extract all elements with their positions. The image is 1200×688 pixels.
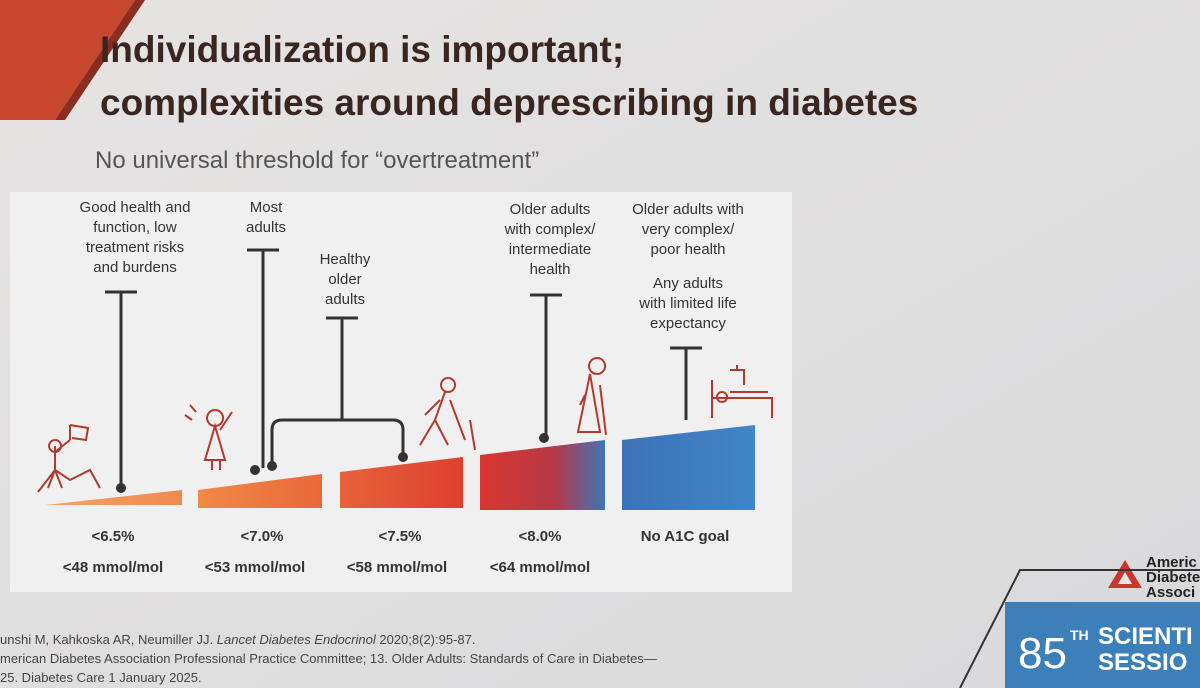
icon-elder — [576, 357, 607, 436]
logo-org: Associ — [1146, 584, 1195, 601]
group-label: intermediate — [509, 241, 592, 258]
icon-bed — [711, 365, 773, 418]
session-banner — [1005, 602, 1200, 688]
ramp — [622, 425, 755, 510]
group-label: and burdens — [93, 259, 176, 276]
session-event: SCIENTI — [1098, 623, 1193, 650]
group-label: poor health — [650, 241, 725, 258]
accent-wedge — [0, 0, 135, 120]
session-suffix: TH — [1070, 627, 1089, 643]
a1c-target: No A1C goal — [641, 528, 730, 545]
group-label: with complex/ — [504, 221, 597, 238]
group-label: health — [530, 261, 571, 278]
reference-part: 25. Diabetes Care 1 January 2025. — [0, 670, 202, 685]
mmol-target: <48 mmol/mol — [63, 559, 163, 576]
logo: Americ Diabete Associ 85 TH SCIENTI SESS… — [959, 554, 1200, 688]
mmol-target: <53 mmol/mol — [205, 559, 305, 576]
reference-part: 2020;8(2):95-87. — [376, 632, 476, 647]
icon-climber — [37, 424, 101, 493]
reference: merican Diabetes Association Professiona… — [0, 651, 657, 666]
group-label: adults — [246, 219, 286, 236]
reference-part: unshi M, Kahkoska AR, Neumiller JJ. — [0, 632, 217, 647]
mmol-target: <64 mmol/mol — [490, 559, 590, 576]
diagram — [37, 248, 773, 510]
group-label: Healthy — [320, 251, 371, 268]
group-label: treatment risks — [86, 239, 184, 256]
icon-adult — [184, 404, 233, 470]
mmol-target: <58 mmol/mol — [347, 559, 447, 576]
ramp — [45, 490, 182, 505]
stem-dot — [250, 465, 260, 475]
stem — [530, 293, 562, 436]
stem-dot — [539, 433, 549, 443]
bracket — [270, 316, 405, 462]
group-label: function, low — [93, 219, 177, 236]
stem-dot — [398, 452, 408, 462]
a1c-target: <7.0% — [241, 528, 284, 545]
logo-mark-inner — [1118, 572, 1132, 584]
reference: unshi M, Kahkoska AR, Neumiller JJ. Lanc… — [0, 632, 475, 647]
stem — [105, 290, 137, 486]
group-label: expectancy — [650, 315, 726, 332]
a1c-target: <7.5% — [379, 528, 422, 545]
title-line: complexities around deprescribing in dia… — [100, 82, 918, 123]
subtitle: No universal threshold for “overtreatmen… — [95, 147, 539, 174]
a1c-target: <8.0% — [519, 528, 562, 545]
reference-part: merican Diabetes Association Professiona… — [0, 651, 657, 666]
logo-org: Diabete — [1146, 569, 1200, 586]
stem — [670, 346, 702, 420]
a1c-target: <6.5% — [92, 528, 135, 545]
group-label: Most — [250, 199, 283, 216]
group-label: Any adults — [653, 275, 723, 292]
stem — [247, 248, 279, 468]
group-label: with limited life — [638, 295, 737, 312]
group-label: older — [328, 271, 361, 288]
group-label: adults — [325, 291, 365, 308]
stem-dot — [116, 483, 126, 493]
accent-stripe — [55, 0, 145, 120]
ramp — [480, 440, 605, 510]
reference: 25. Diabetes Care 1 January 2025. — [0, 670, 202, 685]
group-label: Older adults with — [632, 201, 744, 218]
session-number: 85 — [1018, 629, 1067, 678]
logo-line — [959, 569, 1200, 688]
ramp — [340, 457, 463, 508]
logo-org: Americ — [1146, 554, 1197, 571]
icon-hiker — [419, 377, 476, 451]
ramp — [198, 474, 322, 508]
session-event: SESSIO — [1098, 649, 1187, 676]
group-label: very complex/ — [642, 221, 735, 238]
reference-part: Lancet Diabetes Endocrinol — [217, 632, 377, 647]
stem-dot — [267, 461, 277, 471]
group-label: Older adults — [510, 201, 591, 218]
title-line: Individualization is important; — [100, 29, 624, 70]
diagram-panel — [10, 192, 792, 592]
group-label: Good health and — [80, 199, 191, 216]
